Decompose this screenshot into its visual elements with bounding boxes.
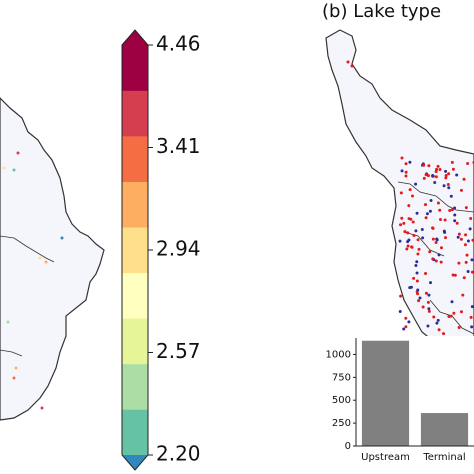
lake-dots-right (346, 60, 474, 340)
bar (361, 340, 410, 446)
x-tick-label: Upstream (361, 452, 410, 463)
x-tick-label: Terminal (422, 452, 465, 463)
colorbar-bin (122, 181, 148, 228)
y-tick-label: 1000 (326, 349, 351, 360)
colorbar-tick-label: 2.57 (156, 339, 201, 363)
y-tick-label: 0 (345, 441, 351, 452)
colorbar-bin (122, 363, 148, 410)
y-tick-label: 500 (332, 395, 351, 406)
colorbar-over (122, 30, 148, 45)
y-tick-label: 250 (332, 418, 351, 429)
colorbar-bin (122, 272, 148, 319)
colorbar: 2.20 2.57 2.94 3.41 4.46 (121, 29, 201, 471)
lake-dots-left (2, 151, 64, 410)
y-tick-label: 750 (332, 372, 351, 383)
axes (355, 338, 474, 447)
colorbar-under (122, 455, 148, 470)
inset-bar-chart: Upstream Terminal 0 250 500 750 1000 (326, 338, 474, 463)
colorbar-bin (122, 318, 148, 365)
colorbar-tick-label: 2.94 (156, 237, 201, 261)
map-left-border (0, 235, 55, 357)
map-left (0, 97, 105, 421)
colorbar-bin (122, 45, 148, 91)
colorbar-tick-label: 3.41 (156, 134, 201, 158)
colorbar-tick-label: 2.20 (156, 442, 201, 466)
colorbar-bin (122, 409, 148, 456)
colorbar-tick-label: 4.46 (156, 32, 201, 56)
colorbar-bin (122, 90, 148, 137)
colorbar-bin (122, 227, 148, 274)
panel-title: (b) Lake type (322, 1, 441, 22)
colorbar-bin (122, 136, 148, 182)
bar (420, 413, 469, 446)
